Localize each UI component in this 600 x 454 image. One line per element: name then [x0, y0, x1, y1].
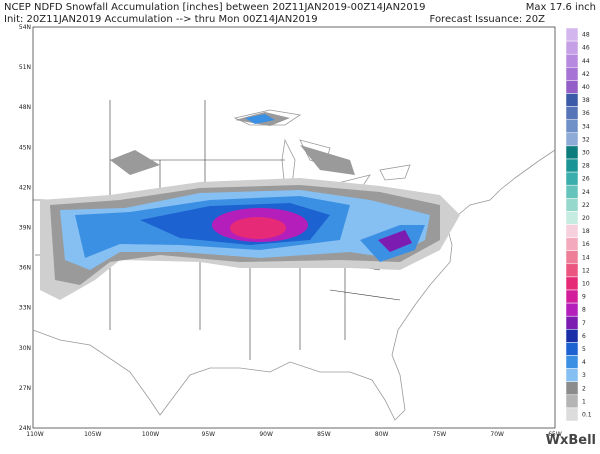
legend-swatch: [565, 329, 579, 343]
legend-swatch: [565, 211, 579, 225]
legend-swatch: [565, 132, 579, 147]
legend-swatch: [565, 263, 579, 278]
legend-label: 8: [582, 307, 586, 314]
legend-swatch: [565, 80, 579, 94]
legend-label: 48: [582, 32, 590, 39]
legend-swatch: [565, 184, 579, 199]
lat-label: 33N: [19, 305, 31, 312]
legend-label: 20: [582, 215, 590, 222]
legend-label: 4: [582, 359, 586, 366]
lat-label: 39N: [19, 225, 31, 232]
lon-label: 110W: [26, 431, 43, 438]
legend-swatch: [565, 224, 579, 238]
legend-label: 28: [582, 163, 590, 170]
legend-label: 24: [582, 189, 590, 196]
legend-swatch: [565, 407, 579, 422]
map: [32, 26, 556, 429]
legend-swatch: [565, 198, 579, 212]
legend-swatch: [565, 106, 579, 120]
lat-label: 48N: [19, 104, 31, 111]
logo: WxBell: [546, 433, 596, 448]
header-max: Max 17.6 inch: [526, 2, 596, 13]
lon-label: 95W: [202, 431, 216, 438]
legend-label: 22: [582, 202, 590, 209]
legend-label: 16: [582, 241, 590, 248]
legend-swatch: [565, 250, 579, 265]
lat-label: 30N: [19, 345, 31, 352]
legend-label: 1: [582, 398, 586, 405]
lon-labels: 110W 105W 100W 95W 90W 85W 80W 75W 70W 65W: [26, 431, 562, 438]
legend-label: 9: [582, 294, 586, 301]
legend-label: 7: [582, 320, 586, 327]
legend-label: 10: [582, 280, 590, 287]
legend-label: 44: [582, 58, 590, 65]
legend-label: 5: [582, 346, 586, 353]
legend-swatch: [565, 302, 579, 317]
legend-label: 14: [582, 254, 590, 261]
legend-label: 46: [582, 45, 590, 52]
legend-label: 3: [582, 372, 586, 379]
lat-label: 27N: [19, 385, 31, 392]
lat-labels: 54N 51N 48N 45N 42N 39N 36N 33N 30N 27N 24N: [19, 24, 31, 432]
legend-swatch: [565, 53, 579, 68]
lat-label: 42N: [19, 184, 31, 191]
legend-label: 30: [582, 149, 590, 156]
legend-label: 6: [582, 333, 586, 340]
lon-label: 65W: [548, 431, 562, 438]
legend-swatch: [565, 381, 579, 396]
legend-swatch: [565, 237, 579, 251]
legend-swatch: [565, 394, 579, 409]
lat-label: 24N: [19, 425, 31, 432]
legend-swatch: [565, 355, 579, 369]
lon-label: 90W: [259, 431, 273, 438]
legend-swatch: [565, 67, 579, 81]
header-title: NCEP NDFD Snowfall Accumulation [inches]…: [4, 2, 426, 13]
legend-swatch: [565, 119, 579, 134]
lon-label: 105W: [84, 431, 101, 438]
legend-label: 2: [582, 385, 586, 392]
legend-label: 34: [582, 123, 590, 130]
legend-label: 12: [582, 267, 590, 274]
legend-swatch: [565, 368, 579, 382]
lon-label: 100W: [142, 431, 159, 438]
legend-label: 40: [582, 84, 590, 91]
legend-label: 26: [582, 176, 590, 183]
legend-swatch: [565, 171, 579, 186]
legend-swatch: [565, 27, 579, 42]
legend-swatch: [565, 289, 579, 304]
lon-label: 75W: [433, 431, 447, 438]
legend-label: 0.1: [582, 411, 592, 418]
lon-label: 70W: [490, 431, 504, 438]
lon-label: 85W: [317, 431, 331, 438]
header-issuance: Forecast Issuance: 20Z: [430, 14, 546, 25]
legend-swatch: [565, 145, 579, 160]
lon-label: 80W: [375, 431, 389, 438]
legend-swatch: [565, 342, 579, 356]
header-init: Init: 20Z11JAN2019 Accumulation --> thru…: [4, 14, 318, 25]
colorbar: 4846444240383634323028262422201816141210…: [565, 27, 592, 422]
lat-label: 51N: [19, 64, 31, 71]
legend-label: 18: [582, 228, 590, 235]
legend-swatch: [565, 158, 579, 173]
lat-label: 45N: [19, 144, 31, 151]
legend-swatch: [565, 93, 579, 107]
legend-swatch: [565, 276, 579, 291]
legend-label: 32: [582, 136, 590, 143]
legend-label: 42: [582, 71, 590, 78]
legend-swatch: [565, 40, 579, 55]
legend-label: 36: [582, 110, 590, 117]
legend-swatch: [565, 315, 579, 330]
lat-label: 54N: [19, 24, 31, 31]
legend-label: 38: [582, 97, 590, 104]
lat-label: 36N: [19, 265, 31, 272]
